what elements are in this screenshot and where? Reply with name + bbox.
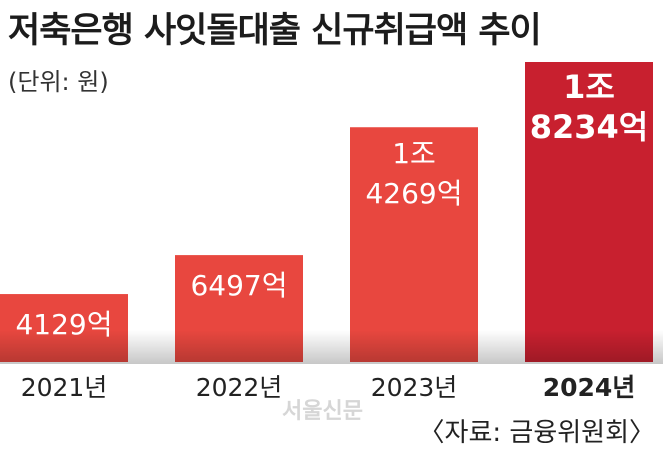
- baseline-shadow: [0, 330, 663, 364]
- bar-value-label-3: 4269억: [365, 177, 462, 210]
- source-label: 〈자료: 금융위원회〉: [418, 418, 655, 448]
- bar-value-label-2: 6497억: [190, 269, 287, 302]
- chart-title: 저축은행 사잇돌대출 신규취급액 추이: [8, 11, 542, 51]
- unit-label: (단위: 원): [8, 68, 109, 96]
- category-label-3: 2023년: [371, 373, 458, 402]
- bar-3: [350, 127, 478, 362]
- category-label-2: 2022년: [196, 373, 283, 402]
- bar-value-label-3: 1조: [392, 137, 436, 170]
- watermark-logo: 서울신문: [282, 399, 363, 424]
- bar-4: [525, 62, 653, 362]
- bar-value-label-4: 1조: [563, 68, 615, 106]
- category-label-4: 2024년: [543, 373, 636, 402]
- bar-value-label-1: 4129억: [15, 308, 112, 341]
- category-label-1: 2021년: [21, 373, 108, 402]
- bar-value-label-4: 8234억: [530, 108, 649, 146]
